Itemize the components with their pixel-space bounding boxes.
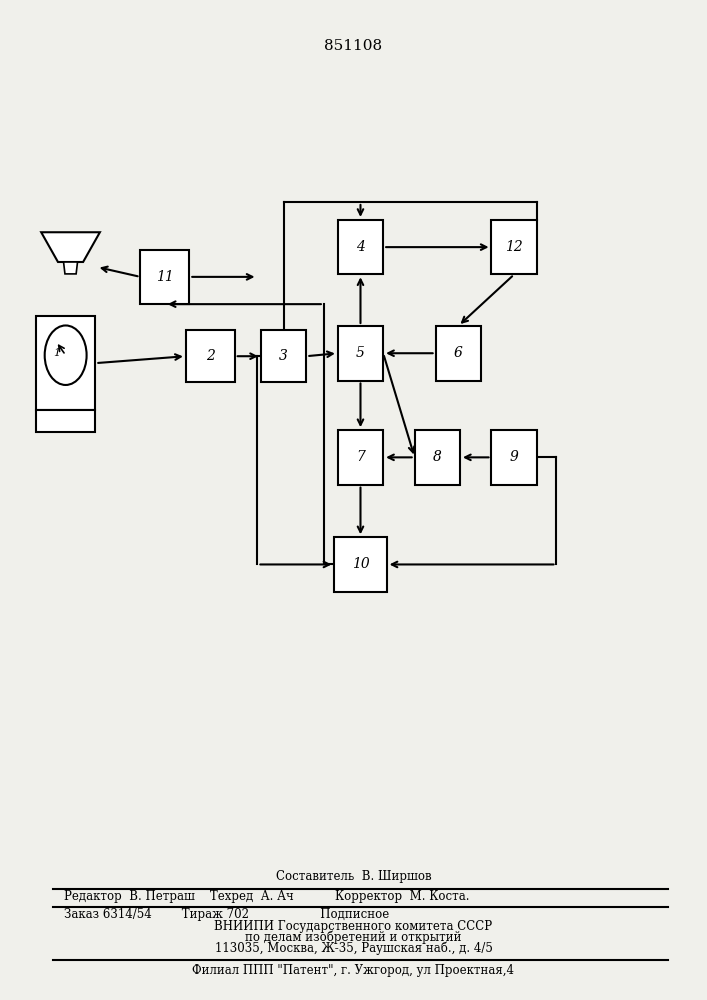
FancyBboxPatch shape bbox=[338, 220, 383, 274]
FancyBboxPatch shape bbox=[36, 410, 95, 432]
Text: Заказ 6314/54        Тираж 702                   Подписное: Заказ 6314/54 Тираж 702 Подписное bbox=[64, 908, 389, 921]
Text: 5: 5 bbox=[356, 346, 365, 360]
FancyBboxPatch shape bbox=[141, 250, 189, 304]
Polygon shape bbox=[41, 232, 100, 262]
FancyBboxPatch shape bbox=[186, 330, 235, 382]
FancyBboxPatch shape bbox=[414, 430, 460, 485]
FancyBboxPatch shape bbox=[36, 316, 95, 410]
Text: 10: 10 bbox=[351, 557, 369, 571]
Text: 851108: 851108 bbox=[325, 39, 382, 53]
Text: Составитель  В. Ширшов: Составитель В. Ширшов bbox=[276, 870, 431, 883]
FancyBboxPatch shape bbox=[338, 326, 383, 381]
Text: 9: 9 bbox=[510, 450, 519, 464]
Text: 6: 6 bbox=[454, 346, 463, 360]
FancyBboxPatch shape bbox=[338, 430, 383, 485]
FancyBboxPatch shape bbox=[491, 220, 537, 274]
Text: 11: 11 bbox=[156, 270, 174, 284]
Text: Редактор  В. Петраш    Техред  А. Ач           Корректор  М. Коста.: Редактор В. Петраш Техред А. Ач Корректо… bbox=[64, 890, 469, 903]
Text: по делам изобретений и открытий: по делам изобретений и открытий bbox=[245, 931, 462, 944]
Text: 12: 12 bbox=[506, 240, 523, 254]
Text: 1: 1 bbox=[53, 348, 60, 358]
FancyBboxPatch shape bbox=[261, 330, 306, 382]
FancyBboxPatch shape bbox=[436, 326, 481, 381]
Polygon shape bbox=[64, 262, 78, 274]
Text: 113035, Москва, Ж-35, Раушская наб., д. 4/5: 113035, Москва, Ж-35, Раушская наб., д. … bbox=[214, 941, 493, 955]
Text: 2: 2 bbox=[206, 349, 215, 363]
FancyBboxPatch shape bbox=[334, 537, 387, 592]
Text: 3: 3 bbox=[279, 349, 288, 363]
Text: ВНИИПИ Государственного комитета СССР: ВНИИПИ Государственного комитета СССР bbox=[214, 920, 493, 933]
Text: 8: 8 bbox=[433, 450, 442, 464]
Text: 7: 7 bbox=[356, 450, 365, 464]
Text: 4: 4 bbox=[356, 240, 365, 254]
FancyBboxPatch shape bbox=[491, 430, 537, 485]
Text: Филиал ППП "Патент", г. Ужгород, ул Проектная,4: Филиал ППП "Патент", г. Ужгород, ул Прое… bbox=[192, 964, 515, 977]
